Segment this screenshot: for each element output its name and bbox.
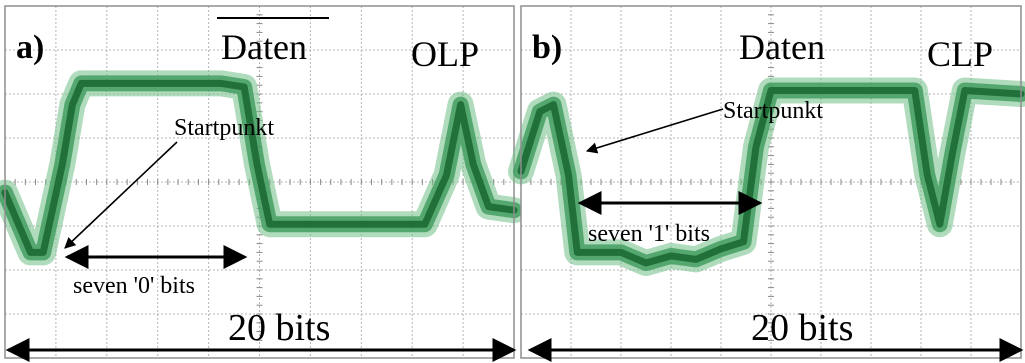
- waveform-trace: [1, 79, 518, 256]
- panel-a-grid: [4, 5, 515, 359]
- panel-b-oscilloscope: b) Daten CLP Startpunkt seven '1' bits 2…: [508, 5, 1025, 362]
- panel-b-waveform: [508, 77, 1025, 276]
- panel-a-label: a): [16, 29, 44, 66]
- panel-b-label: b): [532, 29, 562, 66]
- panel-b-span-label: 20 bits: [751, 307, 853, 349]
- panel-b-start-arrow: [585, 108, 724, 154]
- panel-a-span-label: 20 bits: [228, 307, 330, 349]
- waveform-trace: [517, 87, 1025, 267]
- panel-b-start-label: Startpunkt: [723, 98, 823, 124]
- panel-b-mode-label: CLP: [927, 34, 993, 74]
- panel-a-data-label: Daten: [221, 27, 307, 67]
- panel-b-data-label: Daten: [739, 27, 825, 67]
- panel-a-bits-label: seven '0' bits: [73, 273, 195, 299]
- panel-a-mode-label: OLP: [411, 34, 479, 74]
- panel-b-bits-label: seven '1' bits: [588, 221, 710, 247]
- panel-a-oscilloscope: a) Daten OLP Startpunkt seven '0' bits 2…: [0, 5, 527, 362]
- panel-a-start-label: Startpunkt: [174, 115, 274, 141]
- panel-a-waveform: [0, 70, 527, 266]
- panel-a-start-arrow: [64, 141, 178, 249]
